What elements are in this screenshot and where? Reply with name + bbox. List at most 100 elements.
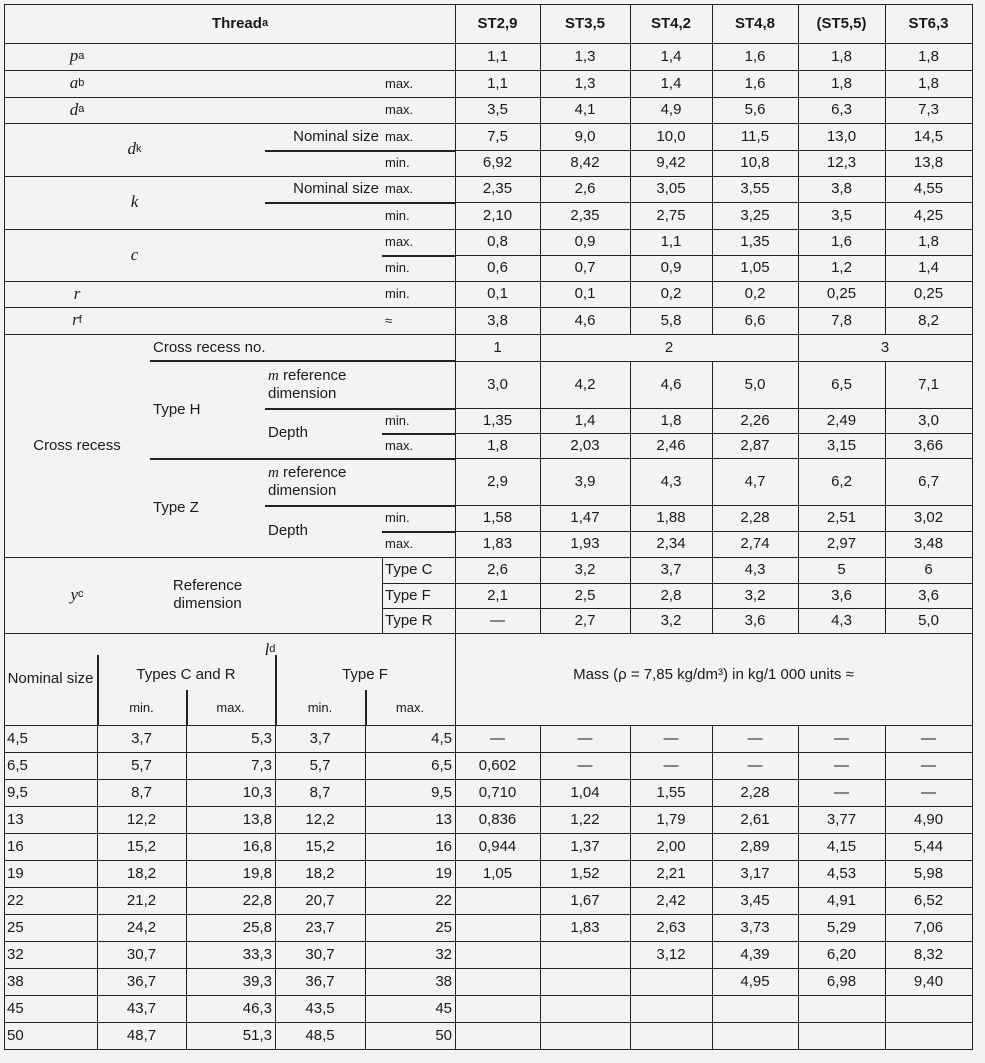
max-label-c: max. bbox=[382, 229, 455, 255]
value-dk-max-4-text: 13,0 bbox=[826, 127, 857, 145]
length-cr_min-9-text: 36,7 bbox=[126, 972, 157, 990]
length-cr_min-11: 48,7 bbox=[97, 1022, 186, 1049]
mass-value-4-4: 4,15 bbox=[798, 833, 885, 860]
value-c-max-2: 1,1 bbox=[630, 229, 712, 255]
divider bbox=[382, 255, 455, 257]
value-r-5-text: 0,25 bbox=[913, 285, 944, 302]
length-f_min-2: 8,7 bbox=[275, 779, 365, 806]
size-header-5-text: ST6,3 bbox=[908, 14, 949, 32]
m-text: reference dimension bbox=[268, 366, 347, 402]
recess-type_z-m-4: 6,2 bbox=[798, 458, 885, 505]
value-rf-1-text: 4,6 bbox=[574, 311, 596, 329]
y-type-0-value-3-text: 4,3 bbox=[744, 561, 766, 578]
recess-type_z-depth-max-1: 1,93 bbox=[540, 531, 630, 557]
length-nominal-3: 13 bbox=[4, 806, 97, 833]
mass-value-2-1-text: 1,04 bbox=[570, 783, 600, 801]
value-r-2: 0,2 bbox=[630, 281, 712, 307]
recess-type_h-m-1: 4,2 bbox=[540, 361, 630, 408]
recess-type_h-label: Type H bbox=[150, 361, 265, 458]
mass-value-8-5: 8,32 bbox=[885, 941, 972, 968]
mass-value-7-1-text: 1,83 bbox=[570, 918, 600, 936]
value-k-min-3: 3,25 bbox=[712, 202, 798, 229]
length-cr_min-6: 21,2 bbox=[97, 887, 186, 914]
mass-value-3-5-text: 4,90 bbox=[913, 810, 944, 828]
value-k-min-5-text: 4,25 bbox=[913, 206, 944, 224]
length-cr_max-8: 33,3 bbox=[186, 941, 275, 968]
value-k-max-1-text: 2,6 bbox=[574, 180, 596, 197]
value-c-max-1: 0,9 bbox=[540, 229, 630, 255]
length-cr_max-9: 39,3 bbox=[186, 968, 275, 995]
mass-value-0-5: — bbox=[885, 725, 972, 752]
y-type-label-0: Type C bbox=[382, 557, 455, 583]
recess-type_z-depth-max-2: 2,34 bbox=[630, 531, 712, 557]
recess-type_h-depth-min-1-text: 1,4 bbox=[574, 411, 596, 429]
mass-value-0-1-text: — bbox=[577, 729, 593, 747]
recess-type_z-m-2: 4,3 bbox=[630, 458, 712, 505]
footnote-marker: a bbox=[261, 16, 269, 29]
mass-value-7-5-text: 7,06 bbox=[913, 918, 944, 936]
value-k-min-3-text: 3,25 bbox=[740, 206, 770, 224]
mass-cell-border bbox=[455, 887, 541, 915]
mass-value-5-5-text: 5,98 bbox=[913, 864, 944, 882]
symbol-c: c bbox=[4, 229, 265, 281]
value-a-1-text: 1,3 bbox=[574, 74, 596, 92]
length-f_min-9: 36,7 bbox=[275, 968, 365, 995]
y-type-2-value-3: 3,6 bbox=[712, 608, 798, 633]
length-f_max-7-text: 25 bbox=[435, 918, 452, 936]
y-type-label-0-text: Type C bbox=[385, 561, 433, 578]
mass-value-2-3-text: 2,28 bbox=[740, 783, 770, 801]
value-a-3-text: 1,6 bbox=[744, 74, 766, 92]
value-p-1: 1,3 bbox=[540, 43, 630, 70]
recess-type_h-m-5: 7,1 bbox=[885, 361, 972, 408]
recess-number-2-text: 3 bbox=[880, 338, 890, 356]
mass-value-6-5-text: 6,52 bbox=[913, 891, 944, 909]
mass-value-3-4: 3,77 bbox=[798, 806, 885, 833]
size-header-2: ST4,2 bbox=[630, 4, 712, 43]
mass-value-4-1-text: 1,37 bbox=[570, 837, 600, 855]
mass-value-1-2-text: — bbox=[663, 756, 679, 774]
mass-value-8-4: 6,20 bbox=[798, 941, 885, 968]
recess-type_z-depth-max-5-text: 3,48 bbox=[913, 535, 944, 552]
y-type-2-value-1-text: 2,7 bbox=[574, 611, 596, 629]
mass-value-4-5-text: 5,44 bbox=[913, 837, 944, 855]
y-type-1-value-2: 2,8 bbox=[630, 583, 712, 608]
length-f_max-10: 45 bbox=[365, 995, 455, 1022]
mass-value-5-3-text: 3,17 bbox=[740, 864, 770, 882]
mass-cell-border bbox=[712, 1022, 799, 1050]
divider bbox=[265, 505, 455, 507]
recess-type_z-label: Type Z bbox=[150, 458, 265, 557]
cross-recess-no-label: Cross recess no. bbox=[150, 334, 455, 361]
value-p-1-text: 1,3 bbox=[574, 47, 596, 65]
length-nominal-2: 9,5 bbox=[4, 779, 97, 806]
nominal-size-dk: Nominal size bbox=[265, 123, 382, 150]
value-a-0-text: 1,1 bbox=[487, 74, 508, 92]
length-f_min-11: 48,5 bbox=[275, 1022, 365, 1049]
length-sub-header-3-text: max. bbox=[395, 699, 425, 715]
length-sub-header-0: min. bbox=[97, 690, 186, 725]
value-r-2-text: 0,2 bbox=[660, 285, 682, 302]
length-cr_max-0: 5,3 bbox=[186, 725, 275, 752]
y-type-0-value-2-text: 3,7 bbox=[660, 561, 682, 578]
mass-value-2-2: 1,55 bbox=[630, 779, 712, 806]
mass-value-1-0-text: 0,602 bbox=[478, 756, 517, 774]
length-cr_min-4: 15,2 bbox=[97, 833, 186, 860]
footnote-marker: c bbox=[78, 588, 84, 601]
value-c-min-2-text: 0,9 bbox=[660, 259, 682, 276]
y-type-0-value-1: 3,2 bbox=[540, 557, 630, 583]
cross-recess-no-label-text: Cross recess no. bbox=[153, 338, 266, 356]
y-type-1-value-0: 2,1 bbox=[455, 583, 540, 608]
divider bbox=[265, 408, 455, 410]
recess-type_h-depth-min-2-text: 1,8 bbox=[660, 411, 682, 429]
thread-label: Thread bbox=[211, 14, 262, 32]
mass-value-1-3-text: — bbox=[747, 756, 763, 774]
m-symbol: m bbox=[268, 367, 279, 384]
mass-value-7-2: 2,63 bbox=[630, 914, 712, 941]
mass-value-9-3-text: 4,95 bbox=[740, 972, 770, 990]
length-cr_min-7-text: 24,2 bbox=[126, 918, 157, 936]
value-dk-max-1: 9,0 bbox=[540, 123, 630, 150]
mass-cell-border bbox=[455, 914, 541, 942]
qualifier-r: min. bbox=[382, 281, 455, 307]
value-c-min-1-text: 0,7 bbox=[574, 259, 596, 276]
mass-value-0-3: — bbox=[712, 725, 798, 752]
footnote-marker: a bbox=[78, 49, 85, 62]
